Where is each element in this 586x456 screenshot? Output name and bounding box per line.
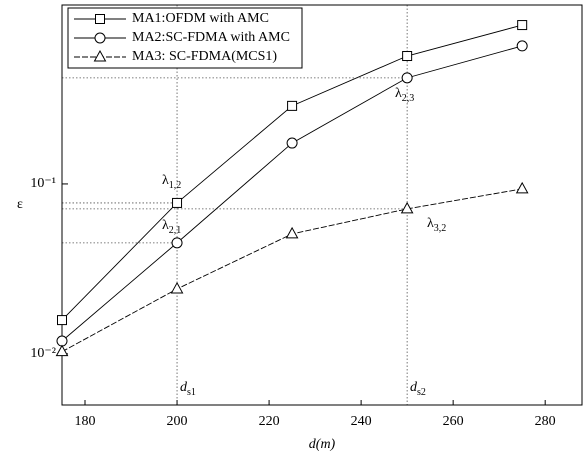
marker: [285, 226, 299, 239]
plot-frame: [61, 4, 583, 406]
annotation: ds1: [180, 380, 196, 398]
annotation-symbol: λ: [162, 218, 169, 233]
x-tick-label: 240: [351, 414, 372, 429]
series-line: [61, 24, 523, 321]
annotation-subscript: s2: [417, 387, 426, 398]
marker: [56, 335, 68, 347]
annotation-subscript: 2,3: [402, 93, 415, 104]
annotation: ds2: [410, 380, 426, 398]
series-line: [61, 45, 523, 342]
marker: [55, 344, 69, 357]
x-tick-label: 200: [167, 414, 188, 429]
y-tick-label: 10⁻²: [30, 346, 56, 361]
annotation: λ2,3: [395, 86, 414, 104]
annotation-symbol: λ: [427, 216, 434, 231]
marker: [402, 51, 413, 62]
annotation: λ2,1: [162, 218, 181, 236]
annotation-subscript: 3,2: [434, 223, 447, 234]
marker: [400, 201, 414, 214]
annotation-subscript: 2,1: [169, 225, 182, 236]
marker: [172, 197, 183, 208]
x-axis-label: d(m): [309, 437, 336, 452]
annotation-subscript: 1,2: [169, 180, 182, 191]
annotation-symbol: λ: [162, 173, 169, 188]
annotation-symbol: d: [180, 380, 188, 395]
annotation: λ1,2: [162, 173, 181, 191]
annotation-symbol: λ: [395, 86, 402, 101]
x-tick-label: 180: [75, 414, 96, 429]
marker: [515, 181, 529, 194]
marker: [170, 281, 184, 294]
marker: [57, 315, 67, 326]
marker: [401, 72, 413, 84]
x-tick-label: 220: [259, 414, 280, 429]
y-axis-label: ε: [17, 197, 23, 212]
legend-marker: [93, 49, 107, 62]
legend-label: MA1:OFDM with AMC: [132, 11, 269, 26]
x-tick-label: 260: [443, 414, 464, 429]
legend-marker: [95, 14, 105, 24]
legend-label: MA2:SC-FDMA with AMC: [132, 30, 290, 45]
marker: [287, 100, 298, 111]
marker: [517, 20, 528, 31]
marker: [516, 40, 528, 52]
legend-label: MA3: SC-FDMA(MCS1): [132, 49, 277, 64]
y-tick-label: 10⁻¹: [30, 176, 56, 191]
marker: [171, 237, 183, 249]
annotation-symbol: d: [410, 380, 418, 395]
x-tick-label: 280: [535, 414, 556, 429]
marker: [286, 137, 298, 149]
legend-marker: [94, 32, 106, 44]
annotation: λ3,2: [427, 216, 446, 234]
annotation-subscript: s1: [187, 387, 196, 398]
series-line: [61, 188, 523, 353]
